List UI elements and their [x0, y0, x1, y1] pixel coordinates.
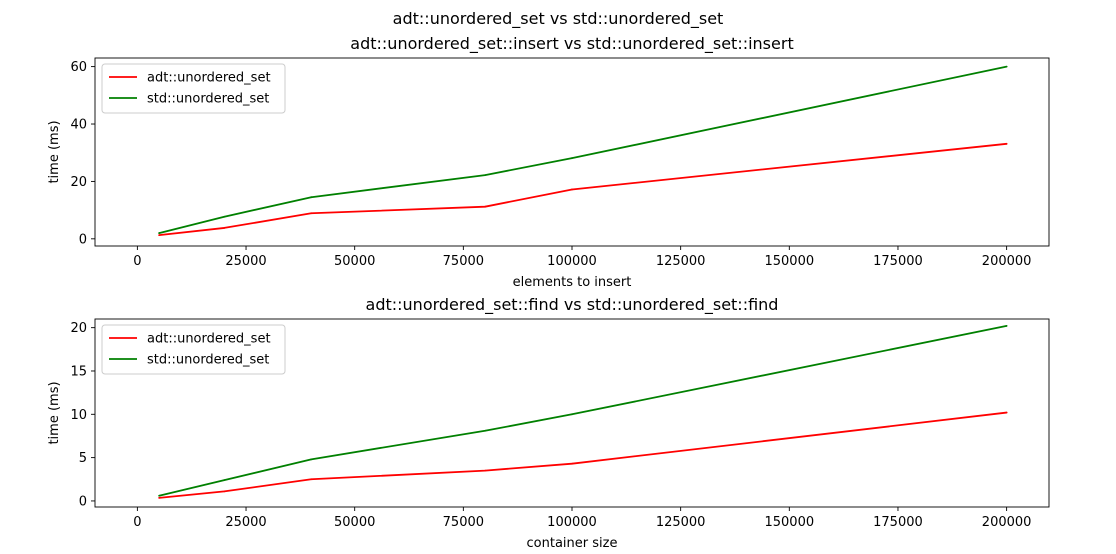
data-point: [571, 188, 573, 191]
data-point: [1005, 142, 1008, 145]
insert-chart: adt::unordered_set::insert vs std::unord…: [47, 34, 1050, 290]
x-tick-label: 100000: [547, 254, 597, 269]
series-line: [158, 65, 1007, 234]
data-point: [223, 490, 226, 493]
chart-title: adt::unordered_set::find vs std::unorder…: [366, 295, 779, 315]
data-point: [571, 462, 573, 465]
data-point: [310, 458, 313, 461]
x-tick-label: 50000: [334, 515, 375, 530]
legend-box: [101, 324, 286, 375]
data-point: [1005, 411, 1008, 414]
y-tick-label: 15: [70, 364, 87, 379]
y-tick-label: 40: [70, 118, 87, 133]
x-tick-label: 150000: [764, 515, 814, 530]
data-point: [223, 227, 226, 229]
x-axis-label: container size: [527, 536, 618, 551]
x-tick-label: 0: [133, 254, 141, 269]
data-point: [223, 215, 226, 218]
x-tick-label: 25000: [225, 515, 266, 530]
y-tick-label: 5: [79, 451, 87, 466]
y-axis-label: time (ms): [47, 381, 62, 444]
legend-box: [101, 63, 286, 114]
data-point: [158, 494, 161, 497]
legend-label: adt::unordered_set: [147, 332, 271, 347]
data-point: [310, 212, 313, 215]
x-axis-label: elements to insert: [513, 275, 632, 290]
x-tick-label: 25000: [225, 254, 266, 269]
data-point: [310, 478, 313, 481]
data-point: [484, 429, 486, 432]
data-point: [158, 234, 161, 236]
legend-label: std::unordered_set: [147, 92, 269, 107]
x-tick-label: 175000: [873, 254, 923, 269]
data-point: [310, 196, 313, 199]
data-point: [1005, 325, 1008, 327]
chart-title: adt::unordered_set::insert vs std::unord…: [350, 34, 793, 54]
x-tick-label: 200000: [982, 254, 1032, 269]
legend-label: std::unordered_set: [147, 353, 269, 368]
y-tick-label: 0: [79, 232, 87, 247]
data-point: [1005, 65, 1008, 68]
figure-suptitle: adt::unordered_set vs std::unordered_set: [393, 9, 724, 29]
x-tick-label: 50000: [334, 254, 375, 269]
x-tick-label: 75000: [443, 254, 484, 269]
y-tick-label: 60: [70, 60, 87, 75]
x-tick-label: 175000: [873, 515, 923, 530]
data-point: [571, 413, 573, 416]
x-tick-label: 150000: [764, 254, 814, 269]
data-point: [158, 497, 161, 499]
y-tick-label: 0: [79, 494, 87, 509]
data-point: [223, 479, 226, 482]
series-line: [159, 142, 1007, 236]
y-axis-label: time (ms): [47, 120, 62, 183]
x-tick-label: 200000: [982, 515, 1032, 530]
data-point: [484, 174, 486, 177]
x-tick-label: 0: [133, 515, 141, 530]
x-tick-label: 125000: [656, 254, 706, 269]
x-tick-label: 125000: [656, 515, 706, 530]
find-chart: adt::unordered_set::find vs std::unorder…: [47, 295, 1050, 551]
legend-label: adt::unordered_set: [147, 71, 271, 86]
y-tick-label: 20: [70, 321, 87, 336]
data-point: [484, 469, 486, 472]
y-tick-label: 20: [70, 175, 87, 190]
series-line: [158, 325, 1007, 497]
y-tick-label: 10: [70, 408, 87, 423]
series-line: [159, 411, 1007, 499]
data-point: [484, 205, 486, 208]
x-tick-label: 75000: [443, 515, 484, 530]
data-point: [158, 232, 161, 234]
data-point: [571, 157, 573, 160]
x-tick-label: 100000: [547, 515, 597, 530]
